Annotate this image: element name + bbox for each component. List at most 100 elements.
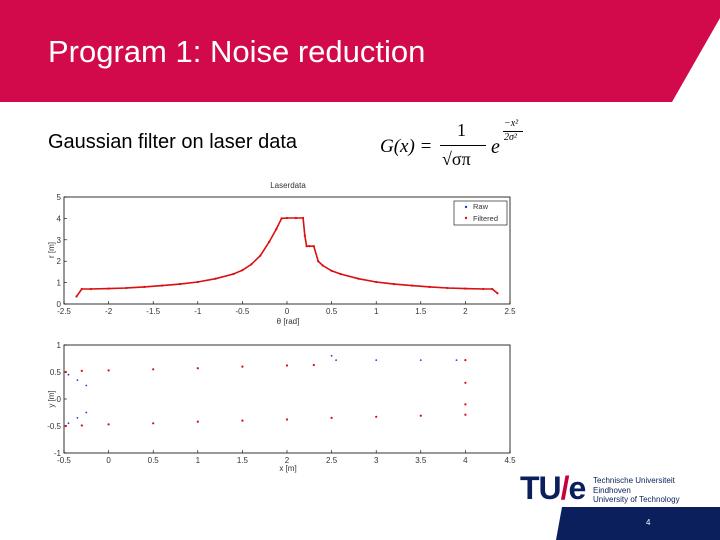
x-tick-label: 2.5 xyxy=(504,307,516,316)
logo-text: Technische Universiteit Eindhoven Univer… xyxy=(593,476,680,505)
formula-exp-bar xyxy=(503,131,523,132)
x-tick-label: -1 xyxy=(194,307,202,316)
data-point-filtered xyxy=(308,245,311,248)
data-point-filtered xyxy=(464,413,467,416)
data-point-filtered xyxy=(464,403,467,406)
formula-fraction-bar xyxy=(440,145,486,146)
data-point-filtered xyxy=(80,287,83,291)
x-tick-label: 0.5 xyxy=(148,456,160,465)
logo-line-2: Eindhoven xyxy=(593,485,631,495)
data-point-raw xyxy=(419,359,422,361)
x-tick-label: -2.5 xyxy=(57,307,71,316)
data-point-filtered xyxy=(464,359,467,362)
y-axis-label: y [m] xyxy=(47,390,56,407)
data-point-filtered xyxy=(241,269,244,272)
y-tick-label: 1 xyxy=(57,341,62,350)
data-point-raw xyxy=(375,359,378,361)
data-point-raw xyxy=(67,373,70,376)
data-point-filtered xyxy=(89,287,92,291)
logo-line-3: University of Technology xyxy=(593,495,680,504)
laserdata-chart: Laserdata -2.5 -2 -1.5 -1 -0.5 0 0.5 1 1.5 2 2.5 0… xyxy=(47,181,516,326)
legend-filtered-marker xyxy=(464,216,468,220)
x-tick-label: 2 xyxy=(463,307,468,316)
formula-exp-base: e xyxy=(491,136,500,158)
data-point-filtered xyxy=(280,217,283,220)
data-point-filtered xyxy=(196,280,199,284)
data-point-raw xyxy=(85,384,88,387)
data-point-filtered xyxy=(375,415,378,418)
data-point-filtered xyxy=(491,287,494,291)
x-axis-label: x [m] xyxy=(279,464,296,473)
data-point-filtered xyxy=(419,414,422,417)
y-tick-label: 2 xyxy=(57,257,62,266)
data-point-filtered xyxy=(339,272,342,276)
data-point-filtered xyxy=(317,260,320,263)
y-tick-label: 1 xyxy=(57,279,62,288)
data-point-filtered xyxy=(303,234,306,237)
data-point-filtered xyxy=(196,367,199,370)
data-point-filtered xyxy=(275,228,278,231)
x-tick-label: 3.5 xyxy=(415,456,427,465)
data-point-filtered xyxy=(80,369,83,372)
data-point-filtered xyxy=(250,263,253,266)
x-ticks: -2.5 -2 -1.5 -1 -0.5 0 0.5 1 1.5 2 2.5 xyxy=(57,301,516,316)
x-tick-label: 4.5 xyxy=(504,456,516,465)
data-point-filtered xyxy=(446,286,449,290)
data-point-filtered xyxy=(312,245,315,248)
chart-title: Laserdata xyxy=(270,181,306,190)
data-point-filtered xyxy=(392,283,396,286)
x-tick-label: 0 xyxy=(106,456,111,465)
logo-e: e xyxy=(568,470,587,506)
data-point-raw xyxy=(330,354,333,357)
data-point-filtered xyxy=(410,284,413,287)
data-point-filtered xyxy=(143,285,146,288)
data-point-raw xyxy=(67,422,70,425)
data-point-raw xyxy=(455,359,458,361)
legend-box xyxy=(453,200,508,226)
data-point-filtered xyxy=(241,419,244,422)
series-line-raw xyxy=(76,217,498,297)
data-point-filtered xyxy=(285,216,289,220)
x-tick-label: 1.5 xyxy=(415,307,427,316)
data-point-filtered xyxy=(107,369,110,372)
data-point-filtered xyxy=(125,286,128,290)
y-tick-label: 3 xyxy=(57,236,62,245)
data-point-filtered xyxy=(107,287,110,290)
data-point-filtered xyxy=(259,254,262,257)
slide-subtitle: Gaussian filter on laser data xyxy=(48,131,298,153)
data-point-raw xyxy=(76,379,79,381)
data-point-filtered xyxy=(294,216,297,220)
x-tick-label: 2 xyxy=(285,456,290,465)
data-point-filtered xyxy=(302,216,305,220)
slide-title: Program 1: Noise reduction xyxy=(48,34,426,69)
formula-denominator: √σπ xyxy=(442,149,471,169)
data-point-filtered xyxy=(496,292,499,295)
data-point-filtered xyxy=(232,272,235,276)
x-tick-label: -2 xyxy=(105,307,113,316)
data-point-filtered xyxy=(375,280,378,284)
data-point-filtered xyxy=(161,284,164,287)
data-point-filtered xyxy=(241,365,244,368)
logo-tu: TU xyxy=(520,470,562,506)
data-point-filtered xyxy=(428,285,431,288)
formula-exp-denominator: 2σ² xyxy=(504,132,517,143)
data-point-raw xyxy=(85,411,88,414)
x-tick-label: -1.5 xyxy=(146,307,160,316)
plot-frame xyxy=(63,344,511,454)
data-point-filtered xyxy=(196,420,199,423)
legend-raw-label: Raw xyxy=(473,202,489,211)
formula-numerator: 1 xyxy=(457,120,466,140)
y-tick-label: 0 xyxy=(57,395,62,404)
y-tick-label: -1 xyxy=(54,449,62,458)
y-tick-label: -0.5 xyxy=(47,422,61,431)
data-point-filtered xyxy=(178,283,182,286)
data-point-filtered xyxy=(464,381,467,384)
data-point-filtered xyxy=(64,424,67,428)
data-point-filtered xyxy=(330,416,333,419)
data-point-raw xyxy=(335,359,337,361)
data-point-filtered xyxy=(357,277,360,280)
footer-bar xyxy=(556,507,720,540)
data-point-filtered xyxy=(152,422,155,425)
x-ticks: -0.5 0 0.5 1 1.5 2 2.5 3 3.5 4 4.5 xyxy=(57,450,516,465)
y-axis-label: r [m] xyxy=(47,242,56,258)
